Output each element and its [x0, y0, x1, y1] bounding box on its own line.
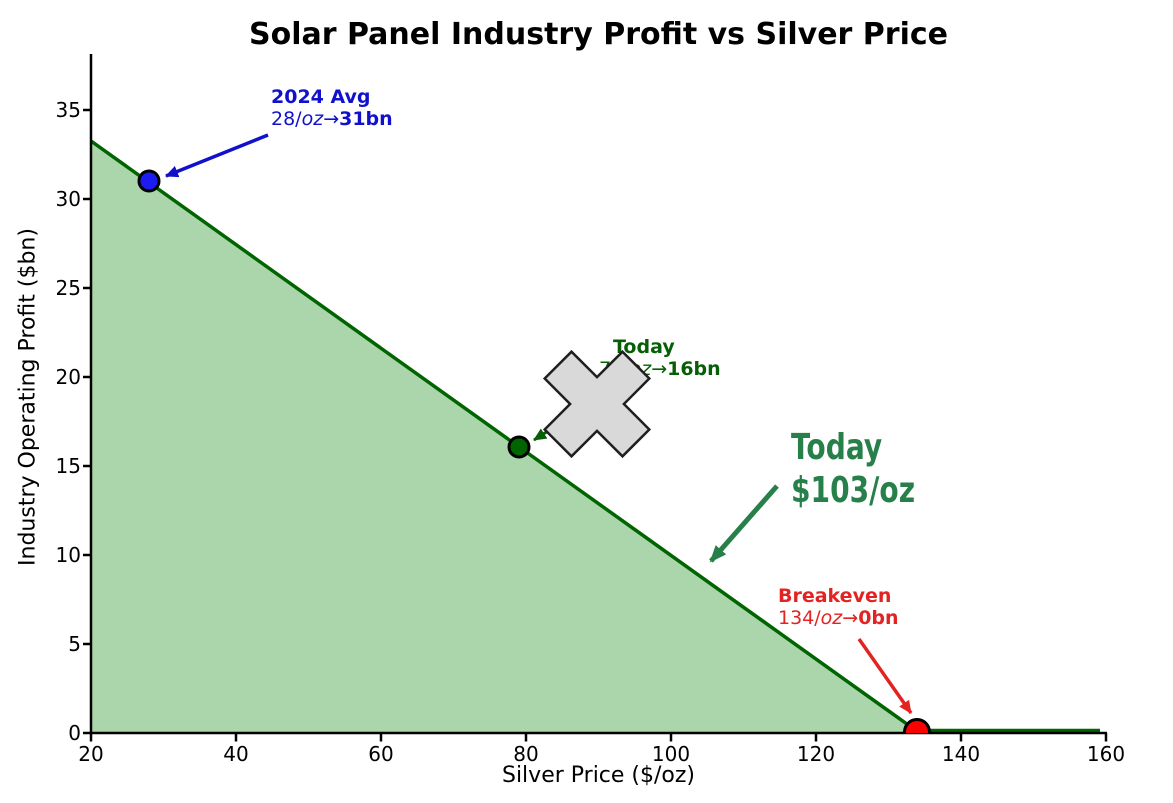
y-tick-label: 30: [55, 187, 81, 211]
annotation-breakeven-value: 134/oz→0bn: [778, 607, 899, 629]
arrow-today-price: [709, 484, 779, 563]
annotation-2024-avg-value: 28/oz→31bn: [271, 108, 393, 130]
x-tick-label: 160: [1086, 742, 1126, 766]
cross-out-x-icon: [542, 349, 652, 459]
x-tick-label: 40: [223, 742, 249, 766]
callout-line1: Today: [791, 427, 883, 468]
point-2024-avg: [137, 169, 161, 193]
y-tick-label: 0: [68, 721, 81, 745]
value-unit: oz: [820, 607, 843, 629]
x-tick-label: 60: [368, 742, 394, 766]
x-tick-marks: [89, 733, 1108, 742]
chart-title: Solar Panel Industry Profit vs Silver Pr…: [249, 17, 948, 52]
y-tick-label: 10: [55, 543, 81, 567]
value-result: 31bn: [339, 108, 393, 130]
y-tick-label: 20: [55, 365, 81, 389]
value-arrow-glyph: →: [651, 358, 668, 380]
callout-line2: $103/oz: [791, 470, 916, 511]
x-tick-label: 20: [78, 742, 104, 766]
x-tick-label: 100: [651, 742, 691, 766]
arrow-breakeven: [857, 637, 913, 715]
value-number: 134/: [778, 607, 821, 629]
point-breakeven: [903, 718, 931, 733]
annotation-breakeven: Breakeven 134/oz→0bn: [778, 585, 899, 629]
value-result: 0bn: [858, 607, 899, 629]
annotation-2024-avg: 2024 Avg 28/oz→31bn: [271, 86, 393, 130]
y-tick-label: 35: [55, 98, 81, 122]
annotation-breakeven-title: Breakeven: [778, 585, 892, 607]
x-tick-label: 80: [513, 742, 539, 766]
y-tick-label: 25: [55, 276, 81, 300]
annotation-2024-avg-title: 2024 Avg: [271, 86, 371, 108]
x-axis-label: Silver Price ($/oz): [501, 763, 696, 788]
annotation-today-title: Today: [613, 336, 675, 358]
value-arrow-glyph: →: [842, 607, 859, 629]
point-today: [507, 435, 531, 459]
annotation-today-price-callout: Today $103/oz: [791, 426, 915, 512]
value-arrow-glyph: →: [323, 108, 340, 130]
value-unit: oz: [301, 108, 324, 130]
arrow-2024-avg: [165, 133, 269, 178]
x-tick-label: 140: [941, 742, 981, 766]
x-tick-label: 120: [796, 742, 836, 766]
y-tick-marks: [83, 108, 91, 735]
value-number: 28/: [271, 108, 302, 130]
y-tick-label: 15: [55, 454, 81, 478]
value-result: 16bn: [667, 358, 721, 380]
y-tick-label: 5: [68, 632, 81, 656]
